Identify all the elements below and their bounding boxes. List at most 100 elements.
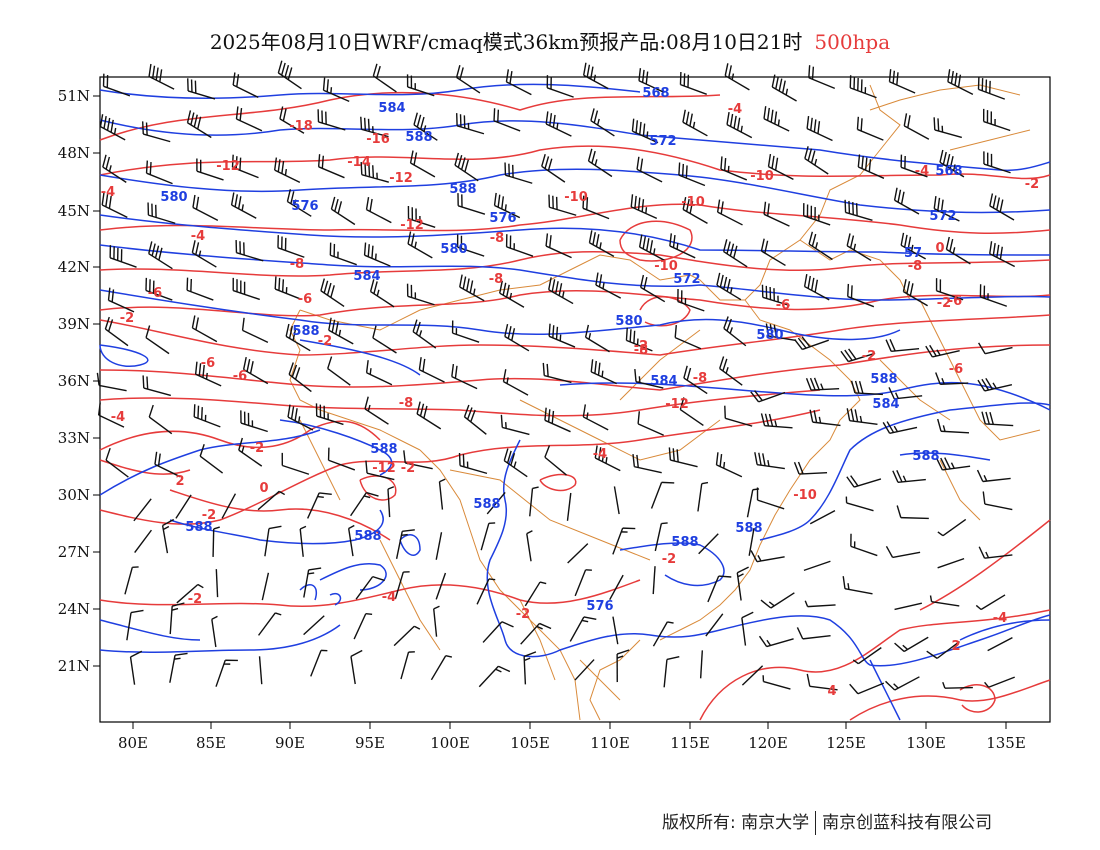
temperature-label: -4: [101, 185, 115, 200]
wind-barb: [230, 192, 257, 219]
wind-barb: [303, 567, 322, 598]
wind-barb: [212, 526, 220, 557]
height-contour-line: [169, 509, 384, 545]
wind-barb: [97, 402, 125, 428]
wind-barb: [674, 324, 702, 350]
wind-barb: [808, 231, 833, 261]
wind-barb: [978, 546, 1013, 559]
height-contour-line: [99, 214, 1051, 256]
border-line: [299, 419, 341, 501]
wind-barb: [896, 505, 929, 520]
wind-barb: [726, 112, 753, 139]
temperature-label: -4: [728, 102, 742, 117]
wind-barb: [584, 324, 610, 353]
wind-barb: [545, 233, 572, 259]
wind-barb: [587, 148, 613, 178]
temperature-label: -4: [993, 611, 1007, 626]
wind-barb: [893, 187, 920, 215]
wind-barb: [638, 68, 665, 94]
wind-barb: [925, 344, 960, 358]
wind-barb: [697, 481, 709, 512]
temperature-label: -8: [908, 259, 922, 274]
wind-barb: [716, 272, 742, 301]
wind-barb: [406, 74, 435, 97]
temperature-label: -6: [233, 369, 247, 384]
temperature-label: -4: [111, 410, 125, 425]
wind-barb: [413, 112, 438, 141]
lon-tick-label: 90E: [275, 734, 305, 752]
height-label: 580: [440, 242, 467, 257]
temperature-label: -8: [399, 396, 413, 411]
wind-barb: [888, 69, 916, 94]
wind-barb: [582, 404, 609, 431]
wind-barb: [232, 277, 260, 301]
wind-barb: [523, 651, 537, 685]
wind-barb: [849, 682, 885, 695]
border-line: [939, 459, 981, 521]
wind-barb: [458, 452, 488, 475]
wind-barb: [850, 380, 883, 396]
temperature-contour-line: [99, 344, 1051, 391]
wind-barb: [257, 490, 286, 511]
wind-barb: [395, 529, 415, 559]
wind-barb: [852, 647, 882, 665]
height-contour-line: [759, 402, 1051, 541]
wind-barb: [504, 162, 533, 184]
wind-barb: [546, 75, 574, 98]
wind-barb: [369, 279, 395, 308]
wind-barb: [937, 557, 965, 569]
wind-barb: [802, 203, 831, 226]
wind-barb: [317, 109, 346, 131]
wind-barb: [242, 357, 269, 385]
wind-barb: [328, 317, 354, 345]
height-contour-line: [99, 344, 149, 367]
height-label: 576: [489, 211, 516, 226]
temperature-label: -2: [937, 296, 951, 311]
wind-barb: [451, 363, 478, 390]
wind-barb: [320, 278, 345, 308]
wind-barb: [542, 362, 572, 384]
wind-barb: [435, 572, 447, 600]
wind-barb: [435, 532, 443, 560]
temperature-label: 0: [259, 481, 268, 496]
height-contour-line: [486, 439, 1051, 667]
temperature-label: -4: [382, 590, 396, 605]
wind-barb: [574, 659, 595, 681]
footer-divider: [815, 811, 817, 835]
temperature-label: 0: [935, 241, 944, 256]
wind-barb: [707, 575, 732, 603]
height-label: 580: [756, 328, 783, 343]
wind-barb: [902, 279, 928, 307]
wind-barb: [850, 533, 878, 557]
wind-barb: [102, 154, 127, 183]
lat-tick-label: 45N: [58, 202, 90, 220]
wind-barb: [350, 649, 363, 685]
temperature-label: -12: [216, 159, 240, 174]
wind-barb: [885, 545, 921, 559]
wind-barb: [716, 199, 743, 226]
wind-barb: [567, 543, 589, 564]
wind-barb: [505, 69, 532, 96]
wind-barb: [894, 602, 923, 611]
border-line: [379, 539, 441, 651]
wind-barb: [504, 323, 530, 352]
country-borders: [289, 84, 1041, 721]
wind-barb: [459, 274, 485, 302]
height-label: 588: [735, 521, 762, 536]
wind-barb: [541, 153, 566, 183]
border-line: [449, 469, 651, 561]
height-contour-line: [959, 619, 1051, 641]
lat-tick-label: 42N: [58, 258, 90, 276]
temperature-contour-line: [619, 220, 693, 262]
wind-barb: [885, 676, 920, 691]
temperature-label: -6: [949, 362, 963, 377]
temperature-label: -2: [318, 334, 332, 349]
wind-barb: [192, 194, 219, 222]
wind-barb: [722, 239, 748, 268]
temperature-label: -4: [191, 229, 205, 244]
wind-barb: [846, 475, 882, 488]
wind-barb: [274, 157, 301, 184]
height-label: 588: [405, 130, 432, 145]
wind-barb: [544, 445, 567, 476]
wind-barb: [482, 621, 514, 643]
